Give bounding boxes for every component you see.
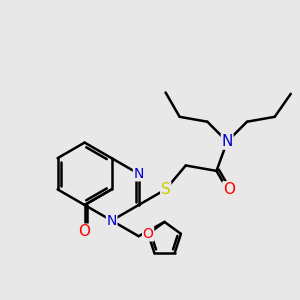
Text: O: O	[143, 227, 154, 241]
Text: S: S	[161, 182, 171, 197]
Text: N: N	[106, 214, 117, 228]
Text: N: N	[134, 167, 144, 181]
Text: O: O	[223, 182, 235, 197]
Text: O: O	[79, 224, 91, 239]
Text: N: N	[221, 134, 233, 149]
